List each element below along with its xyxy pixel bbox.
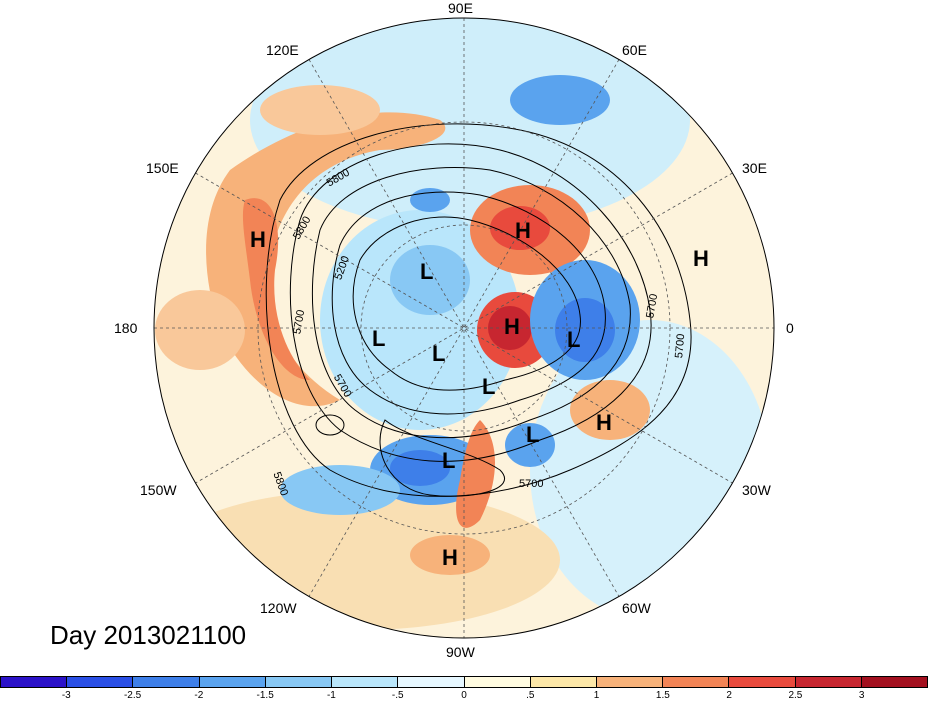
colorbar-segment [398, 677, 465, 687]
lon-label-30w: 30W [742, 482, 771, 498]
lon-label-60w: 60W [622, 600, 651, 616]
graticule [154, 18, 774, 638]
pressure-center-high: H [250, 227, 266, 252]
colorbar-segment [596, 677, 664, 687]
pressure-center-low: L [526, 422, 540, 447]
pressure-center-low: L [372, 326, 386, 351]
colorbar-tick-label: -.5 [391, 690, 404, 701]
pressure-center-high: H [693, 246, 709, 271]
colorbar-tick-label: 0 [461, 690, 467, 701]
map-boundary [153, 17, 775, 639]
colorbar-segment [133, 677, 200, 687]
colorbar-tick-label: -3 [61, 690, 71, 701]
colorbar-tick-label: -1.5 [256, 690, 274, 701]
colorbar-segment [1, 677, 68, 687]
pressure-center-high: H [515, 218, 531, 243]
pressure-center-low: L [432, 341, 446, 366]
colorbar-segment [265, 677, 333, 687]
pressure-center-high: H [442, 545, 458, 570]
lon-label-150w: 150W [140, 482, 177, 498]
lon-label-90e: 90E [448, 0, 473, 16]
colorbar-segment [464, 677, 531, 687]
colorbar-tick-label: .5 [526, 690, 535, 701]
colorbar [0, 676, 928, 688]
colorbar-segment [332, 677, 399, 687]
pressure-center-high: H [596, 410, 612, 435]
lon-label-0: 0 [786, 320, 794, 336]
colorbar-tick-label: 1.5 [655, 690, 670, 701]
lon-label-90w: 90W [446, 644, 475, 660]
lon-label-120e: 120E [266, 42, 299, 58]
map-title: Day 2013021100 [50, 620, 247, 650]
lon-label-60e: 60E [622, 42, 647, 58]
pressure-center-low: L [420, 259, 434, 284]
lon-label-120w: 120W [260, 600, 297, 616]
colorbar-segment [729, 677, 796, 687]
colorbar-segment [663, 677, 730, 687]
pressure-center-high: H [504, 314, 520, 339]
colorbar-segment [861, 677, 928, 687]
colorbar-tick-label: -1 [326, 690, 336, 701]
contour-label: 5700 [519, 478, 544, 490]
contour-label: 5700 [673, 333, 688, 359]
colorbar-tick-label: -2.5 [123, 690, 142, 701]
colorbar-tick-label: 2 [726, 690, 732, 701]
colorbar-segment [795, 677, 862, 687]
colorbar-segment [67, 677, 134, 687]
lon-label-150e: 150E [146, 160, 179, 176]
colorbar-tick-label: 1 [593, 690, 600, 701]
pressure-center-low: L [567, 327, 581, 352]
colorbar-tick-label: 2.5 [788, 690, 803, 701]
colorbar-segment [530, 677, 597, 687]
colorbar-ticks: -3 -2.5 -2 -1.5 -1 -.5 0 .5 1 1.5 2 2.5 3 [0, 690, 928, 702]
colorbar-segment [199, 677, 266, 687]
height-contours [265, 123, 692, 497]
colorbar-tick-label: 3 [858, 690, 865, 701]
colorbar-tick-label: -2 [194, 690, 204, 701]
lon-label-180: 180 [114, 320, 138, 336]
pressure-center-low: L [442, 448, 456, 473]
lon-label-30e: 30E [742, 160, 767, 176]
pressure-center-low: L [482, 374, 496, 399]
